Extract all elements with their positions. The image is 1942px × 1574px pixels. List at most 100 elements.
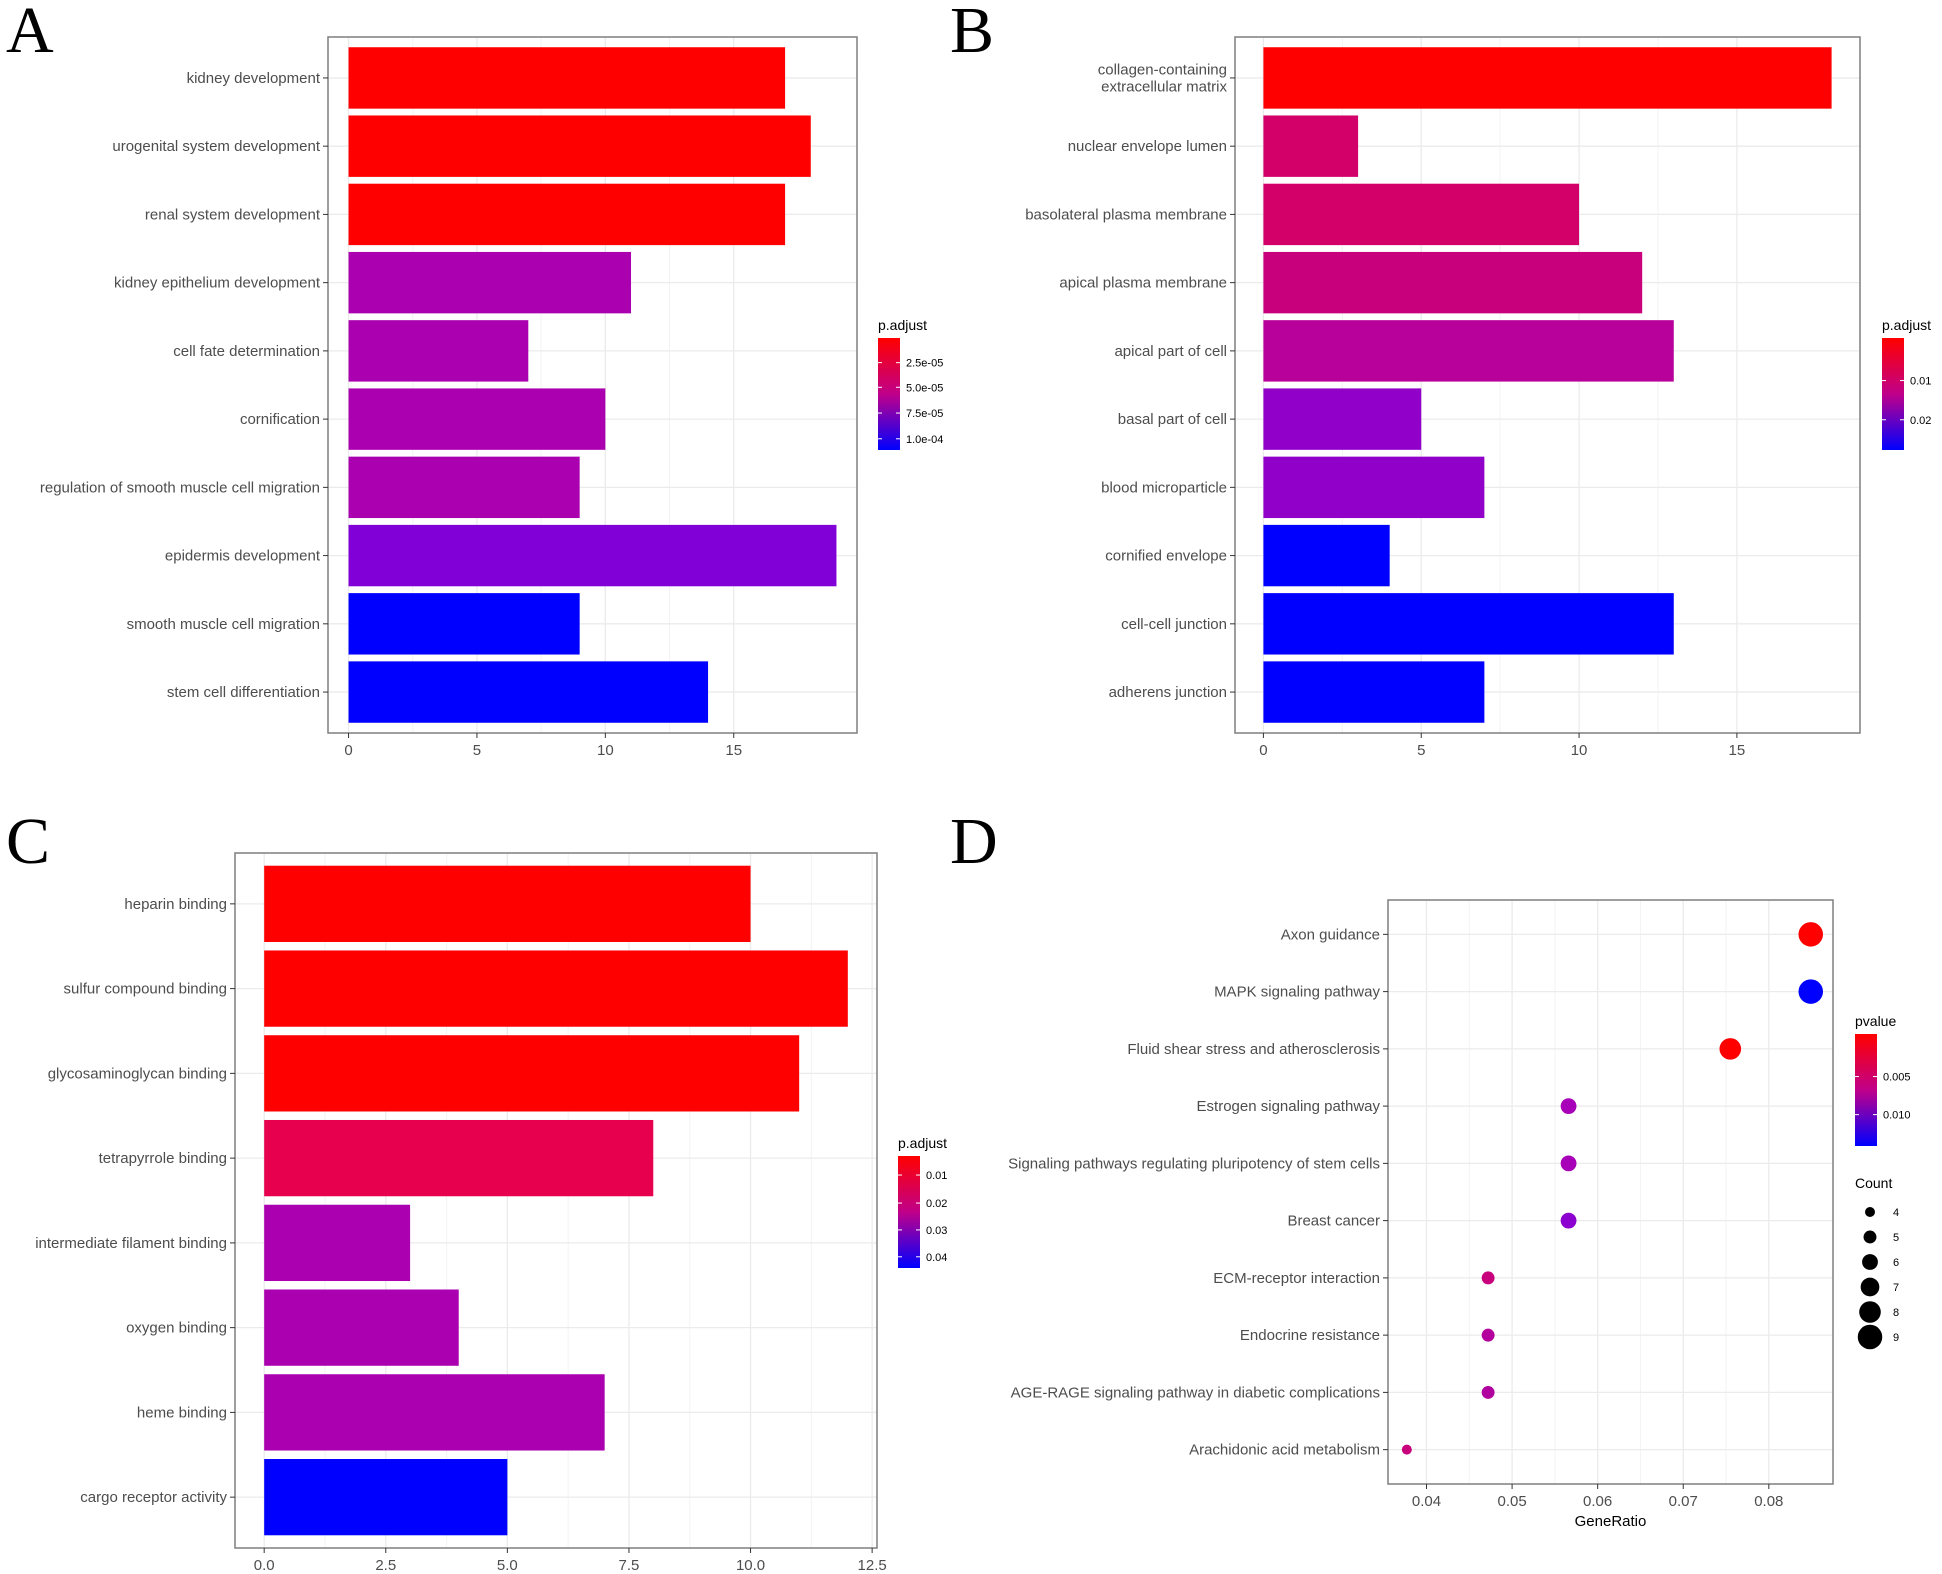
bar: [264, 1459, 508, 1536]
bar: [348, 593, 580, 655]
x-tick-label: 10: [1571, 742, 1588, 759]
x-tick-label: 0.06: [1583, 1493, 1612, 1510]
size-legend-label: 5: [1893, 1232, 1899, 1244]
x-tick-label: 5: [1417, 742, 1425, 759]
bar: [264, 1035, 800, 1112]
y-category-label: AGE-RAGE signaling pathway in diabetic c…: [1011, 1384, 1380, 1401]
y-category-label: apical plasma membrane: [1059, 275, 1227, 292]
size-legend-label: 9: [1893, 1332, 1899, 1344]
bar: [264, 1374, 605, 1451]
colorbar-label: 1.0e-04: [906, 434, 943, 446]
x-tick-label: 12.5: [858, 1557, 887, 1574]
bar: [1263, 47, 1832, 109]
bar: [264, 950, 848, 1027]
y-category-label: MAPK signaling pathway: [1214, 984, 1380, 1001]
colorbar-label: 0.010: [1883, 1110, 1911, 1122]
y-category-label: Arachidonic acid metabolism: [1189, 1442, 1380, 1459]
colorbar-label: 0.01: [1910, 376, 1931, 388]
x-tick-label: 15: [725, 742, 742, 759]
point: [1719, 1038, 1742, 1060]
bar: [1263, 183, 1580, 246]
y-category-label: intermediate filament binding: [35, 1235, 227, 1252]
colorbar-label: 0.03: [926, 1225, 947, 1237]
y-category-label: basal part of cell: [1118, 411, 1227, 428]
point: [1798, 979, 1823, 1004]
y-category-label: sulfur compound binding: [64, 981, 227, 998]
y-category-label: renal system development: [145, 206, 321, 223]
bar: [348, 251, 632, 314]
x-tick-label: 0.04: [1412, 1493, 1441, 1510]
y-category-label: smooth muscle cell migration: [127, 616, 320, 633]
y-category-label: heme binding: [137, 1404, 227, 1421]
panel-letter-d: D: [950, 805, 998, 878]
size-legend-label: 6: [1893, 1257, 1899, 1269]
plot-frame: [1387, 899, 1834, 1485]
y-category-label: cornification: [240, 411, 320, 428]
x-tick-label: 10.0: [736, 1557, 765, 1574]
panel-letter-c: C: [6, 805, 50, 878]
y-category-label: kidney epithelium development: [114, 275, 321, 292]
y-category-label: urogenital system development: [112, 138, 320, 155]
bar: [264, 865, 751, 942]
y-category-label: nuclear envelope lumen: [1068, 138, 1227, 155]
bar: [264, 1204, 411, 1282]
size-legend-dot: [1862, 1254, 1878, 1270]
colorbar-label: 2.5e-05: [906, 358, 943, 370]
legend-title: pvalue: [1855, 1013, 1896, 1029]
y-category-label: oxygen binding: [126, 1320, 227, 1337]
size-legend-dot: [1857, 1324, 1883, 1350]
size-legend-label: 8: [1893, 1307, 1899, 1319]
bar: [348, 115, 811, 177]
x-tick-label: 0.07: [1669, 1493, 1698, 1510]
y-category-label: glycosaminoglycan binding: [48, 1065, 227, 1082]
bar: [1263, 661, 1485, 723]
point: [1560, 1212, 1577, 1229]
point: [1401, 1444, 1412, 1455]
x-tick-label: 2.5: [375, 1557, 396, 1574]
y-category-label: cell-cell junction: [1121, 616, 1227, 633]
legend-title: p.adjust: [1882, 317, 1931, 333]
y-category-label: collagen-containing extracellular matrix: [1098, 61, 1228, 95]
x-axis-title: GeneRatio: [1575, 1513, 1647, 1530]
colorbar-label: 0.04: [926, 1252, 947, 1264]
panel-b: collagen-containing extracellular matrix n…: [1025, 36, 1931, 759]
panel-c: heparin binding sulfur compound binding gl…: [35, 852, 947, 1574]
plot-frame: [1234, 36, 1861, 734]
x-tick-label: 0: [1259, 742, 1267, 759]
size-legend-label: 4: [1893, 1207, 1899, 1219]
y-category-label: kidney development: [187, 70, 321, 87]
y-category-label: tetrapyrrole binding: [99, 1150, 227, 1167]
plot-frame: [327, 36, 858, 734]
size-legend-title: Count: [1855, 1175, 1892, 1191]
legend-title: p.adjust: [898, 1135, 947, 1151]
y-category-label: Estrogen signaling pathway: [1197, 1098, 1381, 1115]
panel-letter-b: B: [950, 0, 994, 67]
size-legend-dot: [1859, 1301, 1881, 1323]
y-category-label: basolateral plasma membrane: [1025, 206, 1227, 223]
colorbar: [898, 1156, 920, 1268]
x-tick-label: 10: [597, 742, 614, 759]
panel-a: kidney development urogenital system deve…: [40, 36, 943, 759]
y-category-label: stem cell differentiation: [167, 684, 320, 701]
y-category-label: Axon guidance: [1281, 926, 1380, 943]
bar: [1263, 320, 1674, 382]
point: [1481, 1328, 1495, 1342]
y-category-label: Signaling pathways regulating pluripoten…: [1008, 1155, 1380, 1172]
y-category-label: adherens junction: [1109, 684, 1227, 701]
size-legend-dot: [1860, 1277, 1880, 1297]
y-category-label: Fluid shear stress and atherosclerosis: [1127, 1041, 1380, 1058]
bar: [348, 388, 606, 450]
y-category-label: epidermis development: [165, 548, 321, 565]
y-category-label: cornified envelope: [1105, 548, 1227, 565]
x-tick-label: 5: [473, 742, 481, 759]
x-tick-label: 0.05: [1497, 1493, 1526, 1510]
y-category-label: regulation of smooth muscle cell migrati…: [40, 479, 320, 496]
y-category-label: Endocrine resistance: [1240, 1327, 1380, 1344]
x-tick-label: 7.5: [619, 1557, 640, 1574]
point: [1481, 1271, 1495, 1285]
colorbar: [1882, 338, 1904, 450]
bar: [1263, 524, 1390, 587]
panel-letter-a: A: [6, 0, 54, 67]
size-legend-label: 7: [1893, 1282, 1899, 1294]
bar: [1263, 251, 1643, 314]
